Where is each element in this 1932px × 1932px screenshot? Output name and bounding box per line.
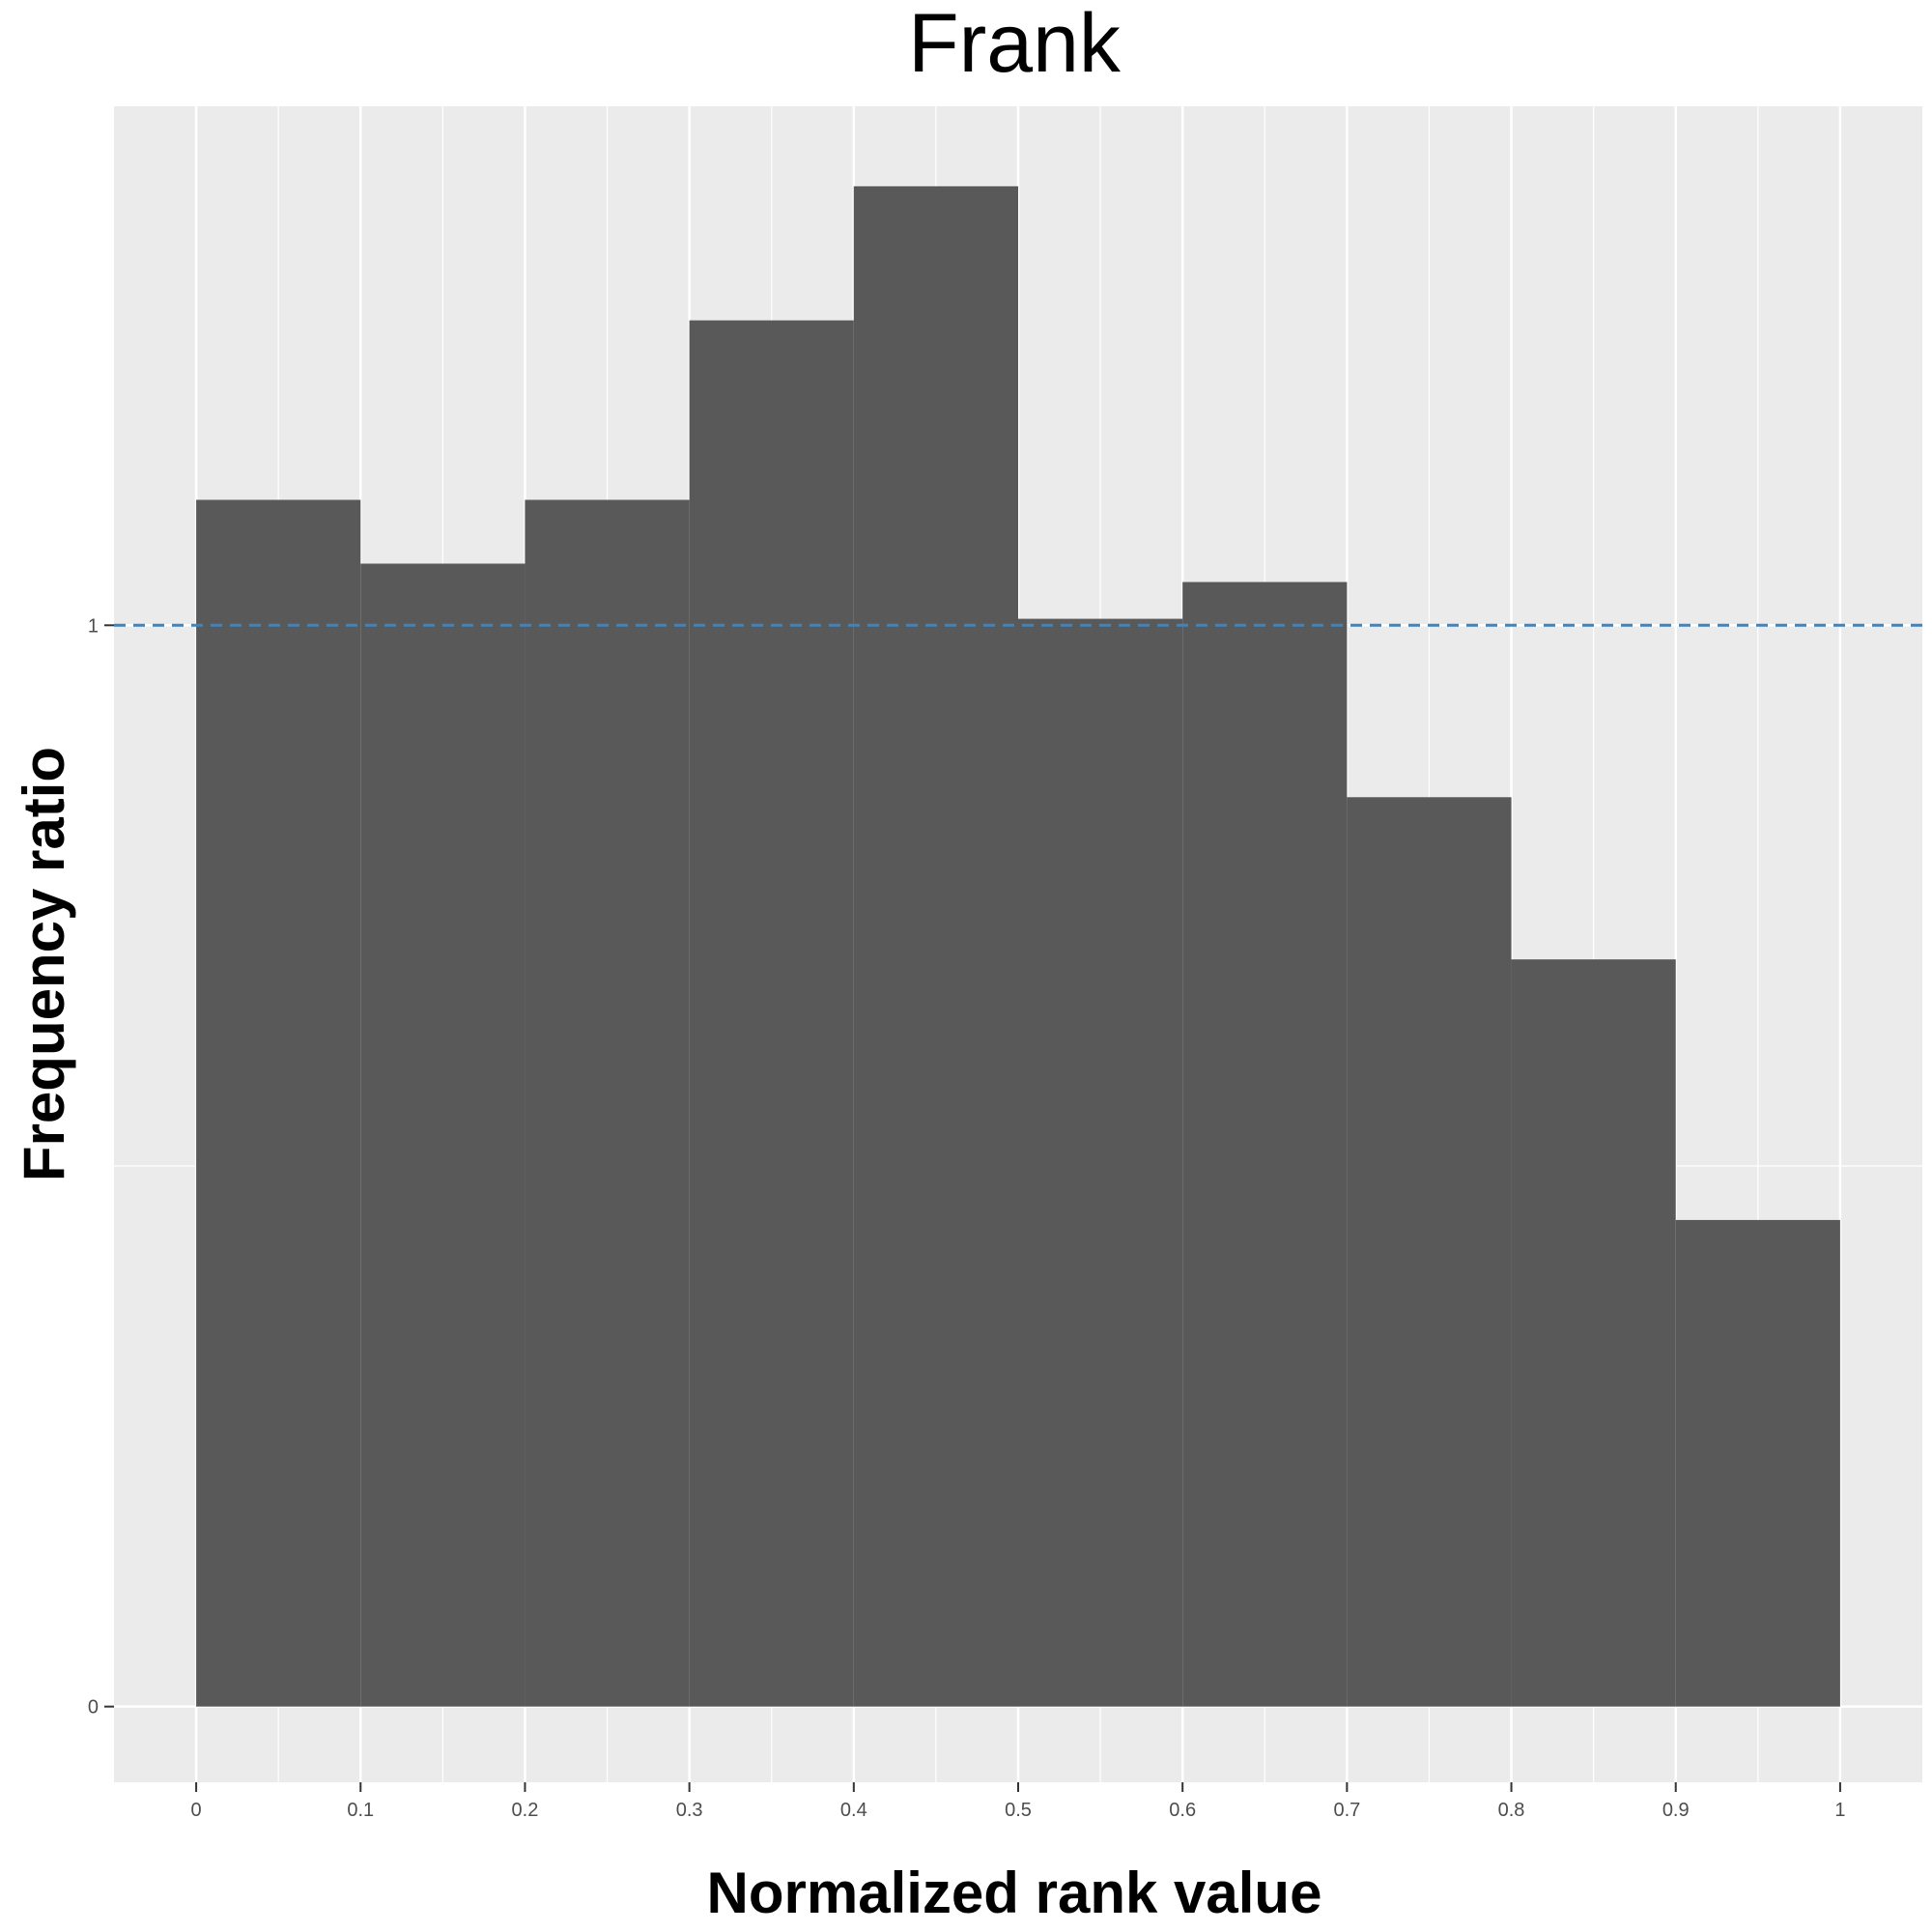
histogram-bars bbox=[196, 185, 1840, 1707]
x-tick-label: 0.4 bbox=[840, 1800, 867, 1821]
histogram-bar bbox=[360, 563, 526, 1707]
x-tick-label: 0.7 bbox=[1333, 1800, 1360, 1821]
y-axis-ticks: 01 bbox=[88, 615, 114, 1719]
histogram-bar bbox=[689, 320, 854, 1707]
x-tick-label: 0.1 bbox=[347, 1800, 374, 1821]
chart-title: Frank bbox=[908, 0, 1122, 90]
x-tick-label: 1 bbox=[1834, 1800, 1845, 1821]
histogram-bar bbox=[1511, 959, 1676, 1707]
y-tick-label: 0 bbox=[88, 1697, 99, 1719]
histogram-bar bbox=[1018, 618, 1183, 1707]
x-axis-ticks: 0 0.1 0.2 0.3 0.4 0.5 0.6 0.7 0.8 0.9 1 bbox=[191, 1782, 1845, 1821]
histogram-bar bbox=[1347, 797, 1512, 1707]
histogram-bar bbox=[525, 499, 690, 1707]
x-tick-label: 0 bbox=[191, 1800, 202, 1821]
x-tick-label: 0.3 bbox=[676, 1800, 703, 1821]
histogram-bar bbox=[853, 185, 1018, 1707]
y-axis-title: Frequency ratio bbox=[12, 747, 76, 1181]
histogram-bar bbox=[1182, 582, 1348, 1707]
y-tick-label: 1 bbox=[88, 615, 99, 637]
x-tick-label: 0.6 bbox=[1169, 1800, 1196, 1821]
x-tick-label: 0.5 bbox=[1005, 1800, 1032, 1821]
x-axis-title: Normalized rank value bbox=[707, 1861, 1322, 1925]
x-tick-label: 0.8 bbox=[1498, 1800, 1525, 1821]
x-tick-label: 0.9 bbox=[1662, 1800, 1690, 1821]
histogram-bar bbox=[196, 499, 361, 1707]
x-tick-label: 0.2 bbox=[512, 1800, 539, 1821]
histogram-bar bbox=[1675, 1219, 1840, 1707]
